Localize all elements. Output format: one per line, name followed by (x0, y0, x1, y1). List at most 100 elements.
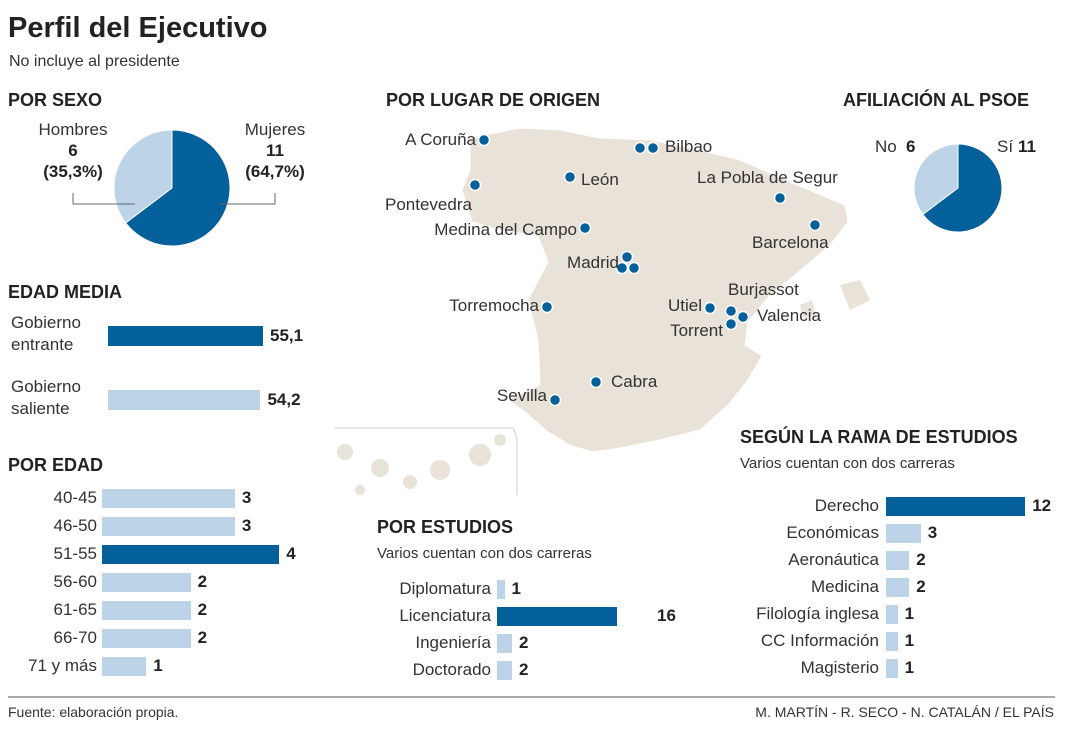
rama-label: Aeronáutica (788, 550, 879, 569)
map-dot-cabra (589, 375, 603, 389)
map-label: A Coruña (405, 130, 476, 149)
sexo-pct: (35,3%) (43, 162, 103, 181)
por-edad-bar (102, 657, 147, 676)
map-label: Pontevedra (385, 195, 472, 214)
estudios-bar (497, 607, 617, 626)
estudios-label: Diplomatura (399, 579, 491, 598)
estudios-value: 16 (657, 606, 676, 625)
rama-bar (886, 497, 1026, 516)
rama-label: Económicas (786, 523, 879, 542)
map-dot-la-pobla-de-segur (773, 191, 787, 205)
edad-media-title: EDAD MEDIA (8, 282, 123, 302)
rama-value: 2 (916, 577, 926, 596)
leader-line (72, 193, 135, 205)
rama-title: SEGÚN LA RAMA DE ESTUDIOS (740, 427, 1018, 447)
rama-label: Filología inglesa (756, 604, 879, 623)
edad-media-bar (108, 326, 263, 346)
map-label: Cabra (611, 372, 658, 391)
sexo-pct: (64,7%) (245, 162, 305, 181)
por-edad-bar (102, 545, 280, 564)
leader-line (220, 193, 276, 205)
edad-media-label: Gobierno saliente (11, 377, 81, 418)
por-edad-label: 40-45 (53, 488, 97, 507)
estudios-title: POR ESTUDIOS (377, 517, 514, 537)
psoe-no-value: 6 (906, 137, 916, 156)
rama-label: Magisterio (800, 658, 879, 677)
estudios-label: Doctorado (412, 660, 491, 679)
sexo-value: 11 (266, 141, 284, 160)
sexo-label: Mujeres (244, 120, 306, 139)
por-edad-bar (102, 601, 191, 620)
sexo-label: Hombres (38, 120, 108, 139)
estudios-value: 2 (519, 660, 529, 679)
psoe-si-value: 11 (1018, 137, 1036, 156)
por-edad-label: 66-70 (53, 628, 97, 647)
map-balearic-island (800, 300, 815, 318)
estudios-bar (497, 580, 505, 599)
map-canary-island (430, 460, 450, 480)
map-label: Medina del Campo (434, 220, 577, 239)
psoe-no-label: No (875, 137, 897, 156)
por-edad-label: 61-65 (53, 600, 97, 619)
por-edad-bar (102, 517, 235, 536)
rama-label: Derecho (814, 496, 879, 515)
map-dot-sevilla (548, 393, 562, 407)
map-dot-burjassot (724, 304, 738, 318)
por-edad-bar (102, 489, 235, 508)
estudios-bar (497, 634, 512, 653)
rama-bar (886, 551, 910, 570)
rama-label: CC Información (760, 631, 879, 650)
map-canary-island (337, 444, 353, 460)
map-label: Madrid (567, 253, 619, 272)
rama-value: 2 (916, 550, 926, 569)
edad-media-label: Gobierno entrante (11, 313, 81, 354)
rama-value: 1 (904, 631, 915, 650)
rama-value: 3 (927, 523, 938, 542)
estudios-label: Ingeniería (415, 633, 491, 652)
por-edad-bar (102, 573, 191, 592)
map-dot-león (563, 170, 577, 184)
map-label: Utiel (667, 296, 702, 315)
map-label: Sevilla (496, 386, 547, 405)
map-canary-island (494, 434, 506, 446)
por-edad-label: 51-55 (53, 544, 97, 563)
por-edad-title: POR EDAD (8, 455, 104, 475)
map-label: Burjassot (728, 280, 799, 299)
map-dot-madrid (615, 261, 629, 275)
map-label: Torrent (670, 321, 723, 340)
map-label: Torremocha (449, 296, 539, 315)
por-edad-value: 4 (286, 544, 296, 563)
map-dot-torrent (724, 317, 738, 331)
sexo-title: POR SEXO (8, 90, 103, 110)
map-label: La Pobla de Segur (697, 168, 838, 187)
map-balearic-island (840, 280, 870, 310)
map-dot-madrid (620, 250, 634, 264)
por-edad-label: 46-50 (53, 516, 97, 535)
map-dot-medina-del-campo (578, 221, 592, 235)
page-subtitle: No incluye al presidente (9, 53, 180, 70)
rama-value: 12 (1032, 496, 1052, 515)
estudios-bar (497, 661, 512, 680)
rama-label: Medicina (810, 577, 879, 596)
estudios-label: Licenciatura (399, 606, 491, 625)
por-edad-value: 2 (197, 572, 208, 591)
estudios-value: 2 (519, 633, 529, 652)
map-spain (461, 127, 849, 453)
rama-bar (886, 632, 898, 651)
estudios-subtitle: Varios cuentan con dos carreras (377, 545, 592, 562)
map-dot-utiel (703, 301, 717, 315)
edad-media-value: 54,2 (267, 390, 301, 409)
por-edad-value: 2 (197, 600, 208, 619)
page-title: Perfil del Ejecutivo (8, 12, 268, 44)
por-edad-value: 1 (153, 656, 163, 675)
estudios-value: 1 (511, 579, 521, 598)
rama-value: 1 (904, 604, 915, 623)
sexo-pie-slice (125, 129, 231, 247)
map-canary-island (355, 485, 365, 495)
map-dot-bilbao (646, 141, 660, 155)
por-edad-value: 3 (241, 488, 252, 507)
map-label: Bilbao (665, 137, 713, 156)
map-canary-island (469, 444, 491, 466)
